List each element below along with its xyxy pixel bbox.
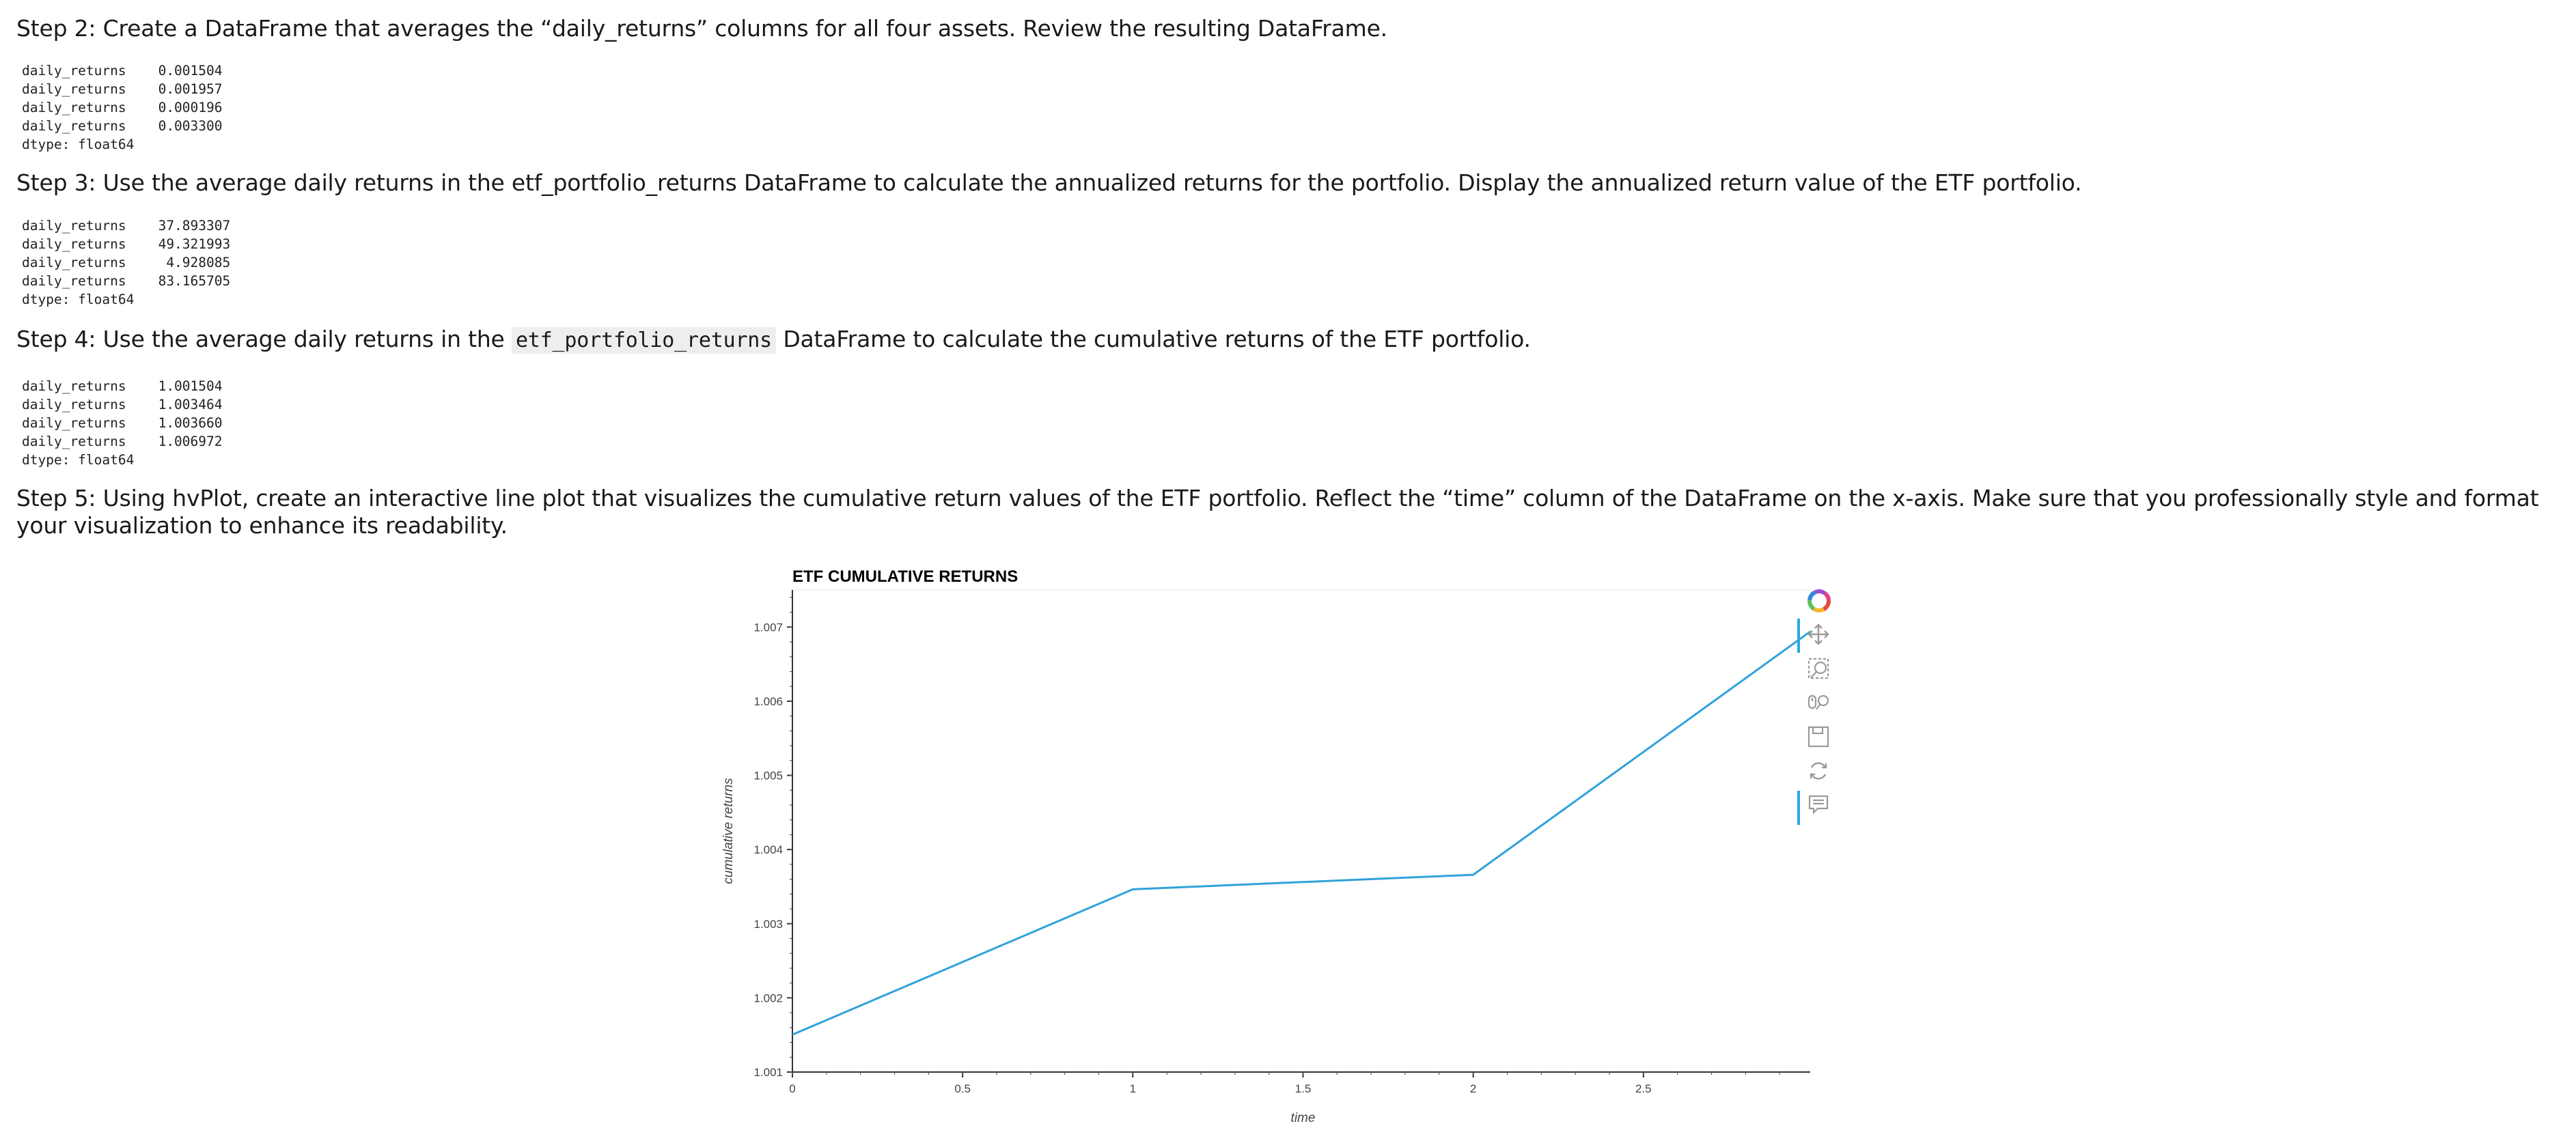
step-4-output: daily_returns 1.001504 daily_returns 1.0…	[22, 378, 223, 468]
step-4-text-before: Step 4: Use the average daily returns in…	[16, 326, 512, 352]
y-axis-title: cumulative returns	[721, 778, 736, 884]
hover-active-indicator	[1797, 791, 1800, 825]
plot-frame	[792, 589, 1810, 1073]
y-tick-label: 1.003	[753, 918, 783, 931]
hover-icon[interactable]	[1807, 793, 1837, 823]
save-icon[interactable]	[1807, 725, 1837, 755]
step-4-inline-code: etf_portfolio_returns	[511, 327, 777, 354]
box-zoom-icon[interactable]	[1807, 657, 1837, 687]
y-tick-label: 1.002	[753, 991, 783, 1004]
x-tick-label: 1	[1130, 1082, 1136, 1095]
y-tick-label: 1.001	[753, 1066, 783, 1079]
reset-icon[interactable]	[1807, 759, 1837, 789]
wheel-zoom-icon[interactable]	[1807, 691, 1837, 721]
series-group	[792, 630, 1810, 1036]
step-2-output: daily_returns 0.001504 daily_returns 0.0…	[22, 63, 223, 152]
chart-title: ETF CUMULATIVE RETURNS	[792, 567, 1018, 586]
cumulative-returns-line	[792, 630, 1810, 1036]
step-5-text: Step 5: Using hvPlot, create an interact…	[16, 485, 2539, 539]
pan-active-indicator	[1797, 619, 1800, 653]
x-axis-title: time	[1291, 1111, 1316, 1125]
x-tick-label: 0.5	[954, 1082, 971, 1095]
pan-icon[interactable]	[1807, 623, 1837, 653]
y-tick-label: 1.007	[753, 621, 783, 634]
bokeh-logo-icon[interactable]	[1807, 589, 1837, 619]
y-tick-label: 1.006	[753, 695, 783, 708]
y-tick-label: 1.004	[753, 843, 783, 856]
x-tick-label: 0	[789, 1082, 795, 1095]
x-tick-label: 2.5	[1635, 1082, 1652, 1095]
step-4-text: Step 4: Use the average daily returns in…	[16, 326, 1531, 354]
x-tick-label: 2	[1470, 1082, 1476, 1095]
cumulative-returns-plot[interactable]: ETF CUMULATIVE RETURNS 1.001 1.002 1.003 1.…	[717, 561, 1851, 1141]
axes-group: 1.001 1.002 1.003 1.004 1.005 1.006 1.007 0 0.5 1…	[753, 590, 1810, 1095]
step-2-text: Step 2: Create a DataFrame that averages…	[16, 15, 1387, 42]
step-4-text-after: DataFrame to calculate the cumulative re…	[776, 326, 1531, 352]
chart-svg[interactable]: ETF CUMULATIVE RETURNS 1.0011.0021.0031.…	[717, 561, 1810, 1141]
step-3-output: daily_returns 37.893307 daily_returns 49…	[22, 218, 231, 307]
y-tick-label: 1.005	[753, 770, 783, 783]
step-3-text: Step 3: Use the average daily returns in…	[16, 169, 2082, 196]
x-tick-label: 1.5	[1295, 1082, 1312, 1095]
